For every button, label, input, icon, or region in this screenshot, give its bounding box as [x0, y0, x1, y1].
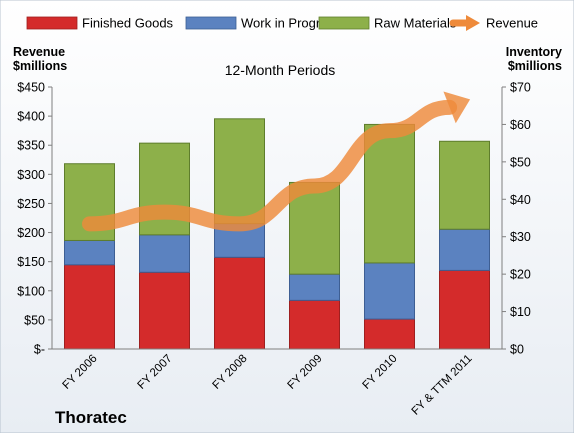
legend-item-revenue: Revenue [449, 15, 538, 31]
bar-finished-goods-fy-2006 [64, 264, 115, 350]
right-tick-label: $50 [510, 155, 531, 169]
axes-group [51, 87, 503, 350]
bar-work-in-progress-fy-2006 [64, 239, 115, 266]
left-tick-label: $300 [17, 168, 45, 182]
legend-label-raw-materials: Raw Materials [374, 16, 457, 31]
bar-work-in-progress-fy-ttm-2011 [439, 228, 490, 271]
legend-item-raw-materials: Raw Materials [318, 16, 457, 31]
bar-raw-materials-fy-2007 [139, 142, 190, 236]
right-tick-label: $70 [510, 81, 531, 95]
left-tick-label: $- [34, 343, 45, 357]
bar-raw-materials-fy-ttm-2011 [439, 140, 490, 230]
legend-label-finished-goods: Finished Goods [82, 16, 174, 31]
legend-swatch-work-in-progress [185, 16, 237, 30]
right-tick-label: $60 [510, 118, 531, 132]
bar-series-group [64, 118, 490, 350]
right-tick-label: $40 [510, 193, 531, 207]
left-axis-title-line2: $millions [13, 59, 67, 73]
bar-work-in-progress-fy-2009 [289, 273, 340, 301]
bar-finished-goods-fy-2007 [139, 271, 190, 350]
left-tick-label: $350 [17, 139, 45, 153]
legend-label-revenue: Revenue [486, 16, 538, 31]
company-name: Thoratec [55, 408, 127, 427]
left-tick-label: $200 [17, 226, 45, 240]
left-tick-label: $50 [24, 313, 45, 327]
right-axis-title-line2: $millions [508, 59, 562, 73]
right-tick-label: $20 [510, 268, 531, 282]
legend-swatch-revenue-arrow [466, 15, 480, 31]
left-axis-title-line1: Revenue [13, 45, 65, 59]
legend-item-finished-goods: Finished Goods [26, 16, 174, 31]
left-tick-label: $450 [17, 81, 45, 95]
legend: Finished Goods Work in Progress Raw Mate… [26, 15, 538, 31]
right-axis-title-line1: Inventory [506, 45, 562, 59]
chart-title: 12-Month Periods [225, 62, 336, 78]
left-tick-label: $400 [17, 110, 45, 124]
bar-raw-materials-fy-2008 [214, 118, 265, 225]
bar-finished-goods-fy-2010 [364, 318, 415, 350]
bar-raw-materials-fy-2010 [364, 123, 415, 264]
bar-finished-goods-fy-2008 [214, 256, 265, 350]
revenue-line [82, 99, 458, 232]
legend-swatch-raw-materials [318, 16, 370, 30]
left-tick-label: $250 [17, 197, 45, 211]
bar-work-in-progress-fy-2010 [364, 262, 415, 320]
legend-label-work-in-progress: Work in Progress [241, 16, 341, 31]
left-tick-label: $100 [17, 284, 45, 298]
right-tick-label: $30 [510, 230, 531, 244]
right-tick-label: $10 [510, 305, 531, 319]
legend-swatch-finished-goods [26, 16, 78, 30]
left-axis-ticks: $- $50 $100 $150 $200 $250 $300 $350 $400 $450 [17, 81, 52, 357]
legend-item-work-in-progress: Work in Progress [185, 16, 341, 31]
right-tick-label: $0 [510, 343, 524, 357]
revenue-line-group [82, 91, 471, 232]
right-axis-ticks: $0 $10 $20 $30 $40 $50 $60 $70 [502, 81, 531, 357]
left-tick-label: $150 [17, 255, 45, 269]
bar-finished-goods-fy-ttm-2011 [439, 269, 490, 350]
bar-finished-goods-fy-2009 [289, 299, 340, 350]
revenue-arrowhead [443, 91, 471, 124]
bar-work-in-progress-fy-2007 [139, 234, 190, 273]
